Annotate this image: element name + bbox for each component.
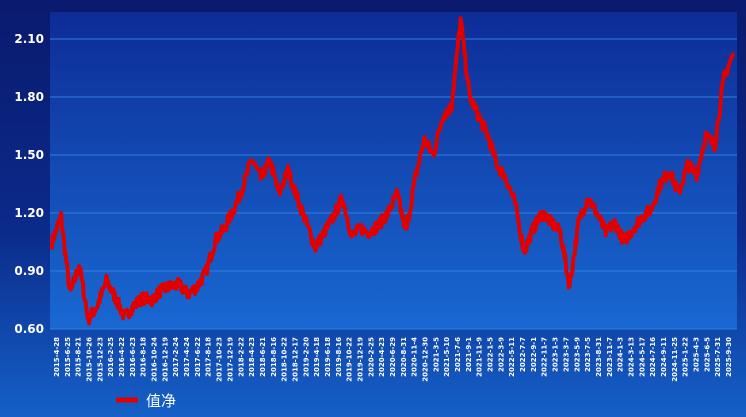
x-tick-label: 2022-3-9 — [497, 337, 505, 372]
x-tick-label: 2023-5-9 — [573, 337, 581, 372]
x-tick-label: 2016-10-24 — [151, 337, 159, 382]
x-axis-ticks: 2015-4-28 2015-6-25 2015-8-21 2015-10-26 201… — [53, 337, 733, 382]
x-tick-label: 2018-12-17 — [291, 337, 299, 382]
y-tick-label: 1.50 — [14, 148, 44, 162]
x-tick-label: 2023-7-5 — [584, 337, 592, 372]
legend-label: 值净 — [146, 392, 176, 410]
x-tick-label: 2017-8-18 — [205, 337, 213, 377]
x-tick-label: 2024-1-3 — [617, 337, 625, 372]
x-tick-label: 2024-11-25 — [671, 337, 679, 382]
x-tick-label: 2022-9-1 — [530, 337, 538, 372]
x-tick-label: 2018-8-16 — [270, 337, 278, 377]
x-tick-label: 2021-11-9 — [476, 337, 484, 377]
x-tick-label: 2015-4-28 — [53, 337, 61, 377]
x-tick-label: 2015-6-25 — [64, 337, 72, 377]
x-tick-label: 2016-4-22 — [118, 337, 126, 377]
x-tick-label: 2021-3-5 — [432, 337, 440, 372]
x-tick-label: 2019-2-20 — [302, 337, 310, 377]
x-tick-label: 2019-12-19 — [356, 337, 364, 382]
x-tick-label: 2019-6-18 — [324, 337, 332, 377]
x-tick-label: 2017-6-22 — [194, 337, 202, 377]
x-tick-label: 2022-5-11 — [508, 337, 516, 377]
x-tick-label: 2019-4-18 — [313, 337, 321, 377]
x-tick-label: 2025-6-5 — [703, 337, 711, 372]
x-tick-label: 2023-11-7 — [606, 337, 614, 377]
x-tick-label: 2017-10-23 — [216, 337, 224, 382]
legend: 值净 — [116, 392, 176, 410]
y-axis-ticks: 0.60 0.90 1.20 1.50 1.80 2.10 — [14, 32, 44, 336]
y-tick-label: 1.20 — [14, 206, 44, 220]
x-tick-label: 2022-1-5 — [487, 337, 495, 372]
x-tick-label: 2025-7-31 — [714, 337, 722, 377]
x-tick-label: 2021-7-6 — [454, 337, 462, 372]
x-tick-label: 2020-11-4 — [411, 337, 419, 377]
x-tick-label: 2025-9-30 — [725, 337, 733, 377]
x-tick-label: 2017-2-24 — [172, 337, 180, 377]
y-tick-label: 0.60 — [14, 322, 44, 336]
x-tick-label: 2025-1-22 — [682, 337, 690, 377]
x-tick-label: 2023-8-31 — [595, 337, 603, 377]
x-tick-label: 2024-9-11 — [660, 337, 668, 377]
y-tick-label: 2.10 — [14, 32, 44, 46]
x-tick-label: 2020-4-23 — [378, 337, 386, 377]
gridlines — [50, 38, 737, 330]
x-tick-label: 2018-10-22 — [281, 337, 289, 382]
x-tick-label: 2015-12-23 — [96, 337, 104, 382]
x-tick-label: 2020-2-25 — [367, 337, 375, 377]
x-tick-label: 2023-1-3 — [552, 337, 560, 372]
x-tick-label: 2024-7-16 — [649, 337, 657, 377]
series-line-net-value — [50, 16, 735, 326]
x-tick-label: 2016-8-18 — [140, 337, 148, 377]
y-tick-label: 0.90 — [14, 264, 44, 278]
plot-area — [50, 12, 737, 329]
x-tick-label: 2016-6-23 — [129, 337, 137, 377]
x-tick-label: 2017-4-24 — [183, 337, 191, 377]
x-tick-label: 2021-9-1 — [465, 337, 473, 372]
x-tick-label: 2016-2-25 — [107, 337, 115, 377]
x-tick-label: 2019-8-16 — [335, 337, 343, 377]
x-tick-label: 2020-12-30 — [422, 337, 430, 382]
x-tick-label: 2023-3-7 — [562, 337, 570, 372]
x-tick-label: 2016-12-19 — [161, 337, 169, 382]
x-tick-label: 2024-3-13 — [627, 337, 635, 377]
x-tick-label: 2018-2-22 — [237, 337, 245, 377]
x-tick-label: 2021-5-10 — [443, 337, 451, 377]
x-tick-label: 2017-12-19 — [226, 337, 234, 382]
x-tick-label: 2015-10-26 — [86, 337, 94, 382]
x-tick-label: 2018-6-21 — [259, 337, 267, 377]
x-tick-label: 2020-6-29 — [389, 337, 397, 377]
x-tick-label: 2022-11-7 — [541, 337, 549, 377]
x-tick-label: 2025-4-3 — [692, 337, 700, 372]
x-tick-label: 2022-7-7 — [519, 337, 527, 372]
x-tick-label: 2018-4-23 — [248, 337, 256, 377]
x-tick-label: 2020-8-31 — [400, 337, 408, 377]
x-tick-label: 2015-8-21 — [75, 337, 83, 377]
y-tick-label: 1.80 — [14, 90, 44, 104]
x-tick-label: 2024-5-17 — [638, 337, 646, 377]
x-tick-label: 2019-10-22 — [346, 337, 354, 382]
